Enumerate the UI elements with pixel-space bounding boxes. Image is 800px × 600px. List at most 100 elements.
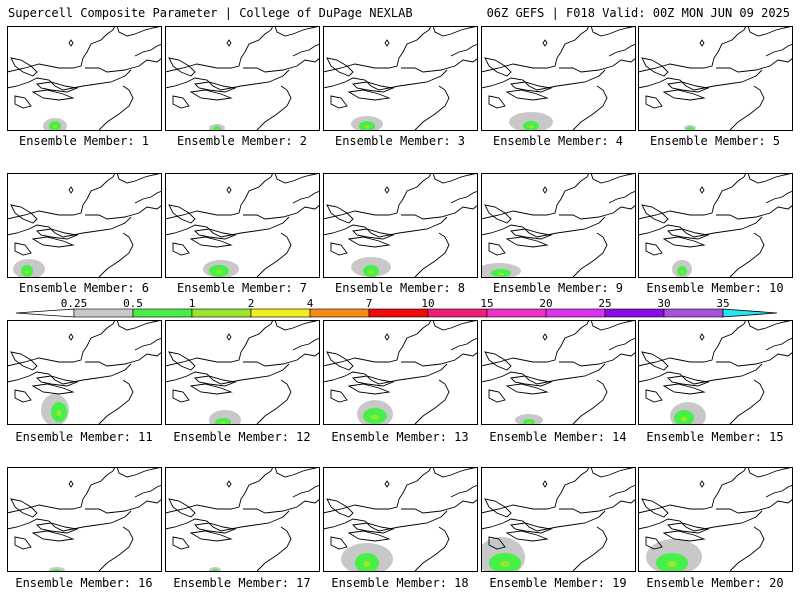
legend-color-bin: [604, 308, 665, 318]
scp-map: [165, 467, 320, 572]
map-boundaries: [7, 467, 162, 572]
map-boundaries: [638, 320, 793, 425]
ensemble-member-map: [165, 26, 320, 131]
model-run-info: 06Z GEFS | F018 Valid: 00Z MON JUN 09 20…: [486, 6, 790, 20]
map-boundaries: [165, 173, 320, 278]
map-boundaries: [165, 320, 320, 425]
ensemble-member-map: [481, 173, 636, 278]
legend-high-arrow: [722, 308, 778, 318]
ensemble-member-map: [638, 173, 793, 278]
ensemble-member-map: [638, 320, 793, 425]
map-boundaries: [323, 467, 478, 572]
scp-map: [165, 173, 320, 278]
map-boundaries: [323, 320, 478, 425]
scp-contours: [209, 124, 225, 131]
ensemble-member-map: [481, 26, 636, 131]
scp-map: [323, 26, 478, 131]
ensemble-member-map: [7, 173, 162, 278]
ensemble-member-map: [165, 320, 320, 425]
scp-map: [165, 320, 320, 425]
map-boundaries: [481, 467, 636, 572]
ensemble-member-label: Ensemble Member: 4: [492, 134, 624, 148]
scp-contours: [13, 259, 45, 278]
map-boundaries: [7, 173, 162, 278]
scp-map: [481, 467, 636, 572]
scp-contours: [646, 539, 702, 572]
ensemble-member-label: Ensemble Member: 5: [649, 134, 781, 148]
scp-contours: [481, 537, 525, 572]
map-title: Supercell Composite Parameter | College …: [8, 6, 413, 20]
legend-tick-label: 1: [188, 297, 196, 310]
map-boundaries: [638, 26, 793, 131]
scp-contours: [203, 260, 239, 278]
scp-map: [638, 320, 793, 425]
scp-contours: [670, 402, 706, 425]
ensemble-member-label: Ensemble Member: 6: [18, 281, 150, 295]
ensemble-member-label: Ensemble Member: 10: [646, 281, 784, 295]
map-boundaries: [7, 320, 162, 425]
ensemble-member-label: Ensemble Member: 17: [173, 576, 311, 590]
map-boundaries: [481, 173, 636, 278]
ensemble-member-label: Ensemble Member: 7: [176, 281, 308, 295]
legend-color-bin: [427, 308, 488, 318]
ensemble-member-map: [481, 467, 636, 572]
ensemble-member-label: Ensemble Member: 16: [15, 576, 153, 590]
legend-tick-label: 7: [365, 297, 373, 310]
scp-map: [481, 320, 636, 425]
ensemble-member-map: [7, 26, 162, 131]
ensemble-member-label: Ensemble Member: 15: [646, 430, 784, 444]
legend-color-bin: [368, 308, 429, 318]
legend-tick-label: 25: [598, 297, 612, 310]
ensemble-member-label: Ensemble Member: 19: [489, 576, 627, 590]
legend-tick-label: 2: [247, 297, 255, 310]
legend-low-arrow: [15, 308, 75, 318]
legend-tick-label: 20: [539, 297, 553, 310]
legend-color-bin: [545, 308, 606, 318]
scp-map: [481, 173, 636, 278]
ensemble-member-label: Ensemble Member: 14: [489, 430, 627, 444]
legend-color-bin: [73, 308, 134, 318]
legend-color-bin: [486, 308, 547, 318]
map-boundaries: [638, 467, 793, 572]
ensemble-member-map: [638, 467, 793, 572]
map-boundaries: [165, 26, 320, 131]
map-boundaries: [481, 320, 636, 425]
ensemble-member-map: [7, 467, 162, 572]
ensemble-member-map: [165, 467, 320, 572]
legend-color-bin: [663, 308, 724, 318]
scp-map: [7, 467, 162, 572]
map-boundaries: [7, 26, 162, 131]
ensemble-member-map: [323, 173, 478, 278]
scp-map: [7, 173, 162, 278]
ensemble-member-label: Ensemble Member: 2: [176, 134, 308, 148]
scp-map: [165, 26, 320, 131]
scp-contours: [509, 112, 553, 131]
scp-contours: [209, 410, 241, 425]
scp-contours: [351, 257, 391, 277]
legend-tick-label: 30: [657, 297, 671, 310]
ensemble-member-label: Ensemble Member: 3: [334, 134, 466, 148]
scp-contours: [41, 394, 69, 425]
ensemble-member-label: Ensemble Member: 8: [334, 281, 466, 295]
ensemble-member-map: [638, 26, 793, 131]
legend-color-bin: [309, 308, 370, 318]
scp-contours: [341, 543, 393, 572]
legend-tick-label: 4: [306, 297, 314, 310]
scp-map: [7, 320, 162, 425]
legend-tick-label: 35: [716, 297, 730, 310]
scp-map: [323, 173, 478, 278]
scp-map: [638, 467, 793, 572]
scp-map: [481, 26, 636, 131]
scp-contours: [351, 116, 383, 131]
legend-tick-label: 15: [480, 297, 494, 310]
legend-color-bin: [191, 308, 252, 318]
scp-contours: [357, 400, 393, 425]
map-boundaries: [481, 26, 636, 131]
map-boundaries: [165, 467, 320, 572]
ensemble-member-label: Ensemble Member: 20: [646, 576, 784, 590]
legend-color-bin: [132, 308, 193, 318]
map-boundaries: [638, 173, 793, 278]
legend-tick-label: 10: [421, 297, 435, 310]
scp-map: [323, 320, 478, 425]
map-boundaries: [323, 173, 478, 278]
